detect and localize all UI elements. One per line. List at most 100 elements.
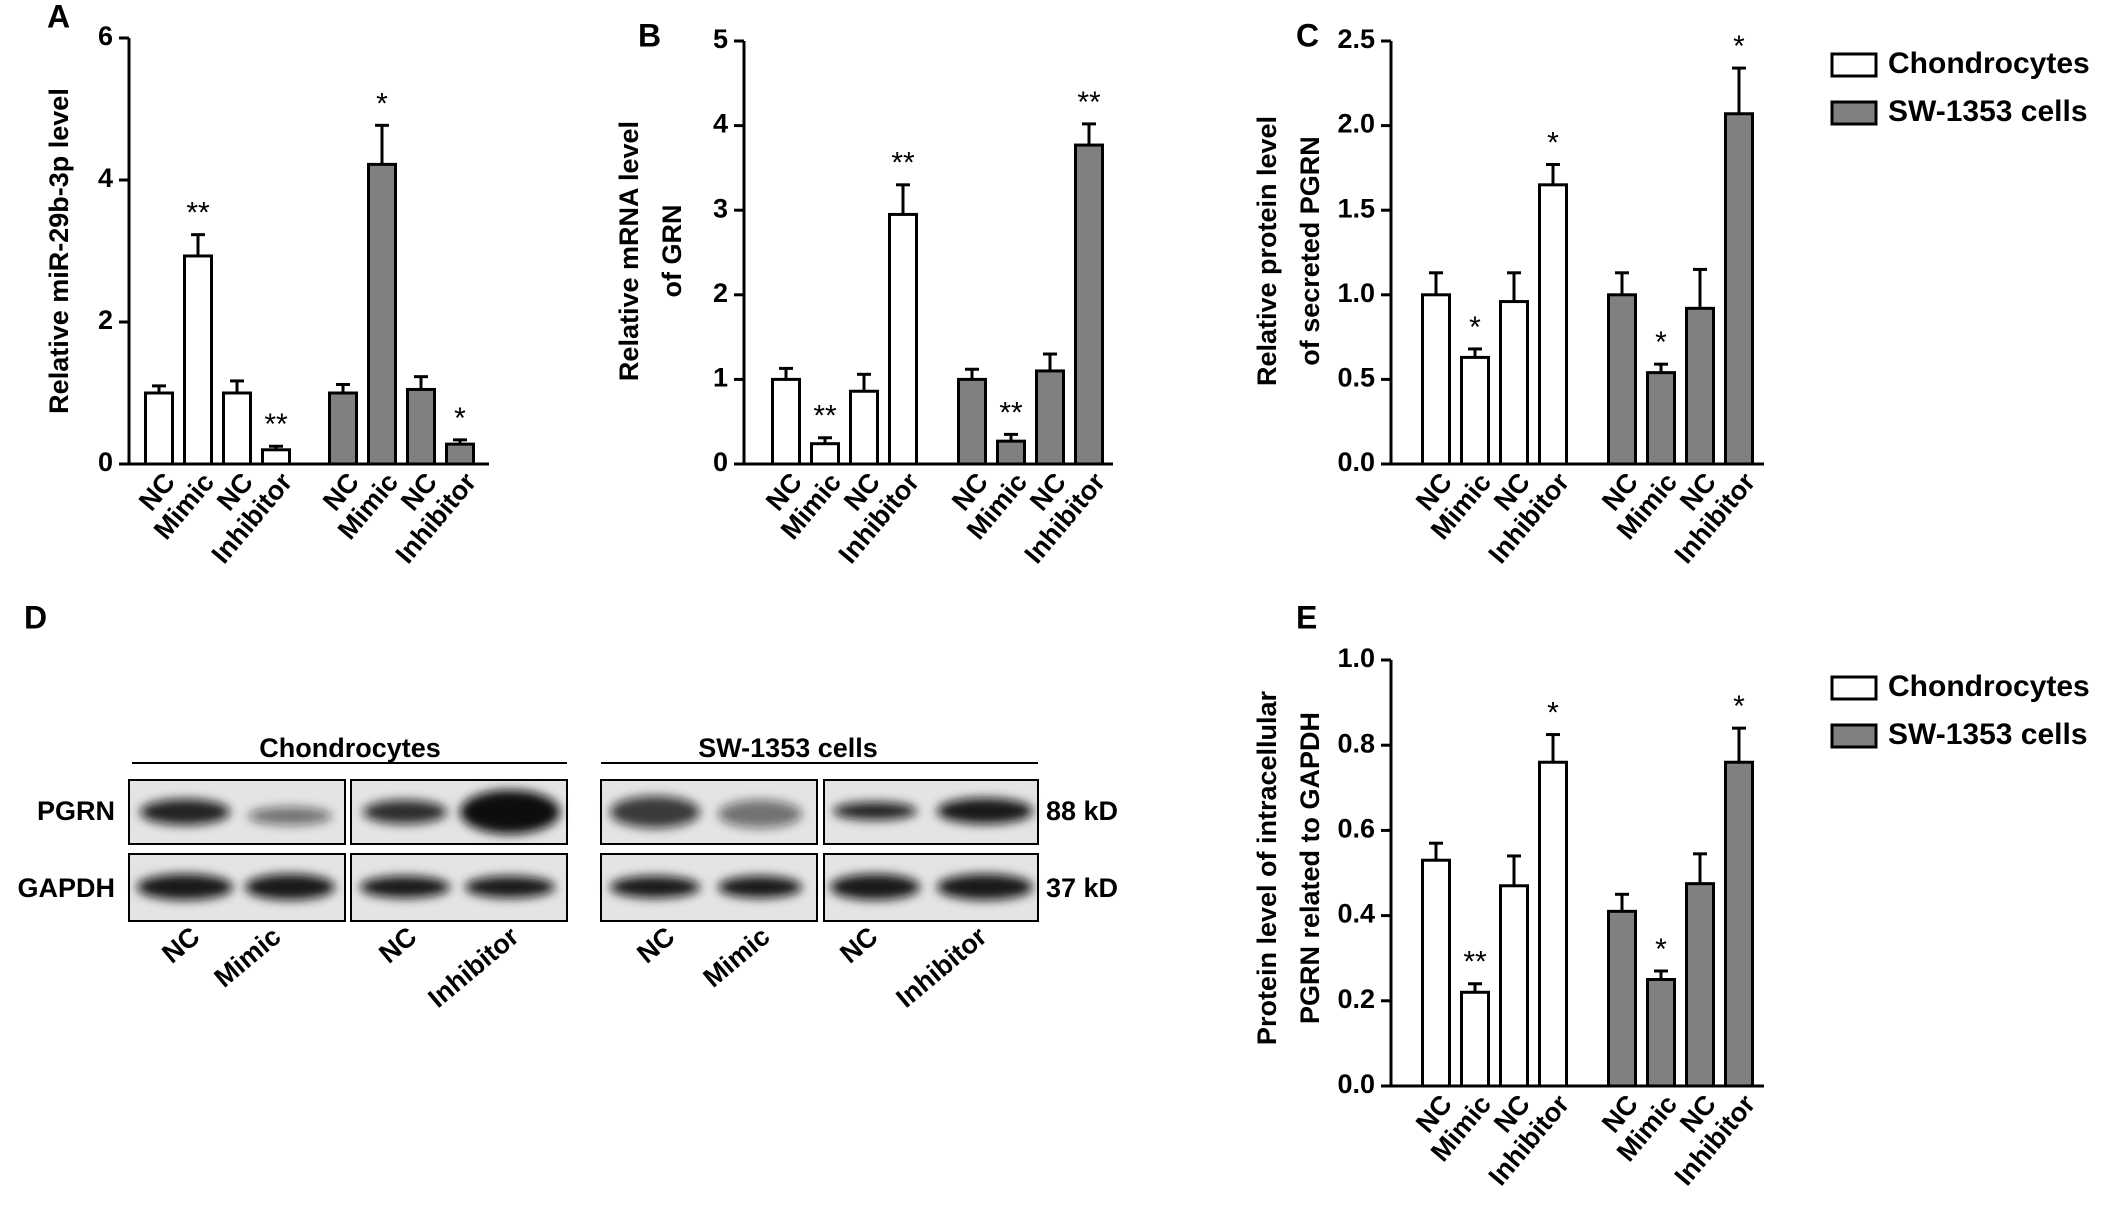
bar — [1724, 760, 1754, 1088]
y-tick-label: 1.5 — [1337, 193, 1375, 223]
y-tick-label: 4 — [713, 109, 728, 139]
bar — [1421, 858, 1451, 1088]
blot-panel: D Chondrocytes SW-1353 cells PGRN GAPDH … — [17, 599, 1118, 1013]
y-tick-label: 6 — [98, 21, 113, 51]
y-tick-label: 3 — [713, 193, 728, 223]
y-tick-label: 5 — [713, 24, 728, 54]
bar — [445, 442, 475, 466]
y-tick-label: 0 — [98, 447, 113, 477]
y-tick-label: 1 — [713, 363, 728, 393]
bar — [810, 442, 840, 466]
significance: * — [1547, 126, 1559, 159]
bar — [1646, 978, 1676, 1088]
legend-swatch — [1830, 723, 1878, 749]
y-tick-label: 1.0 — [1337, 643, 1375, 673]
bar — [183, 254, 213, 466]
panel-letter: E — [1296, 599, 1317, 635]
legend-swatch — [1830, 100, 1878, 126]
y-tick-label: 0.0 — [1337, 1069, 1375, 1099]
lane-label: Inhibitor — [890, 921, 992, 1014]
y-axis-label: Protein level of intracellular — [1252, 690, 1282, 1045]
y-tick-label: 4 — [98, 163, 113, 193]
bar — [328, 391, 358, 466]
y-tick-label: 0.4 — [1337, 899, 1375, 929]
panel-letter: D — [24, 599, 47, 635]
bar — [1607, 293, 1637, 466]
bar — [1685, 306, 1715, 466]
blot-bands — [137, 790, 1033, 900]
bar — [1607, 909, 1637, 1088]
legend-label: Chondrocytes — [1888, 47, 2090, 80]
y-axis-label: Relative protein level — [1252, 116, 1282, 386]
y-tick-label: 0.5 — [1337, 363, 1375, 393]
bar — [222, 391, 252, 466]
y-axis-label: Relative mRNA level — [614, 121, 644, 381]
bar — [771, 377, 801, 466]
y-axis-label: of GRN — [657, 205, 687, 298]
y-tick-label: 1.0 — [1337, 278, 1375, 308]
significance: * — [1655, 326, 1667, 359]
y-axis-label: of secreted PGRN — [1295, 136, 1325, 366]
size-label: 37 kD — [1046, 873, 1118, 903]
significance: * — [1733, 690, 1745, 723]
y-tick-label: 0.8 — [1337, 728, 1375, 758]
legend-label: SW-1353 cells — [1888, 718, 2088, 751]
bar — [1499, 884, 1529, 1088]
row-label: GAPDH — [17, 873, 115, 903]
bar — [996, 439, 1026, 466]
row-label: PGRN — [37, 796, 115, 826]
bar — [1724, 112, 1754, 466]
bar — [1646, 371, 1676, 466]
significance: ** — [999, 396, 1023, 429]
panel-letter: C — [1296, 17, 1319, 53]
y-tick-label: 0.2 — [1337, 984, 1375, 1014]
bar — [261, 448, 291, 466]
y-tick-label: 2 — [713, 278, 728, 308]
bar — [406, 387, 436, 466]
y-axis-label: Relative miR-29b-3p level — [44, 88, 74, 414]
significance: ** — [891, 147, 915, 180]
bar — [849, 389, 879, 466]
bar — [1685, 882, 1715, 1088]
lane-label: NC — [373, 921, 422, 969]
bar — [1460, 990, 1490, 1088]
y-tick-label: 2.5 — [1337, 24, 1375, 54]
y-axis-label: PGRN related to GAPDH — [1295, 712, 1325, 1024]
y-tick-label: 2 — [98, 305, 113, 335]
bar — [367, 162, 397, 466]
panel-letter: B — [638, 17, 661, 53]
panel-letter: A — [47, 0, 70, 34]
group-label: SW-1353 cells — [698, 733, 878, 763]
significance: * — [1733, 30, 1745, 63]
significance: ** — [264, 408, 288, 441]
lane-label: Inhibitor — [422, 921, 524, 1014]
bar — [1499, 300, 1529, 466]
bar — [1460, 355, 1490, 466]
y-tick-label: 2.0 — [1337, 109, 1375, 139]
significance: ** — [813, 400, 837, 433]
bar — [1538, 760, 1568, 1088]
legend-swatch — [1830, 52, 1878, 78]
lane-label: NC — [156, 921, 205, 969]
lane-label: Mimic — [209, 921, 287, 993]
bar — [144, 391, 174, 466]
blot-boxes — [128, 779, 1039, 922]
significance: ** — [186, 197, 210, 230]
bar — [888, 212, 918, 466]
significance: ** — [1463, 946, 1487, 979]
bar — [957, 377, 987, 466]
significance: * — [1469, 311, 1481, 344]
significance: * — [454, 402, 466, 435]
group-label: Chondrocytes — [259, 733, 441, 763]
y-tick-label: 0.0 — [1337, 447, 1375, 477]
y-tick-label: 0.6 — [1337, 814, 1375, 844]
lane-label: NC — [834, 921, 883, 969]
significance: * — [1655, 933, 1667, 966]
legend-label: Chondrocytes — [1888, 670, 2090, 703]
bar — [1035, 369, 1065, 466]
lane-label: NC — [631, 921, 680, 969]
y-tick-label: 0 — [713, 447, 728, 477]
bar — [1421, 293, 1451, 466]
legend-swatch — [1830, 675, 1878, 701]
